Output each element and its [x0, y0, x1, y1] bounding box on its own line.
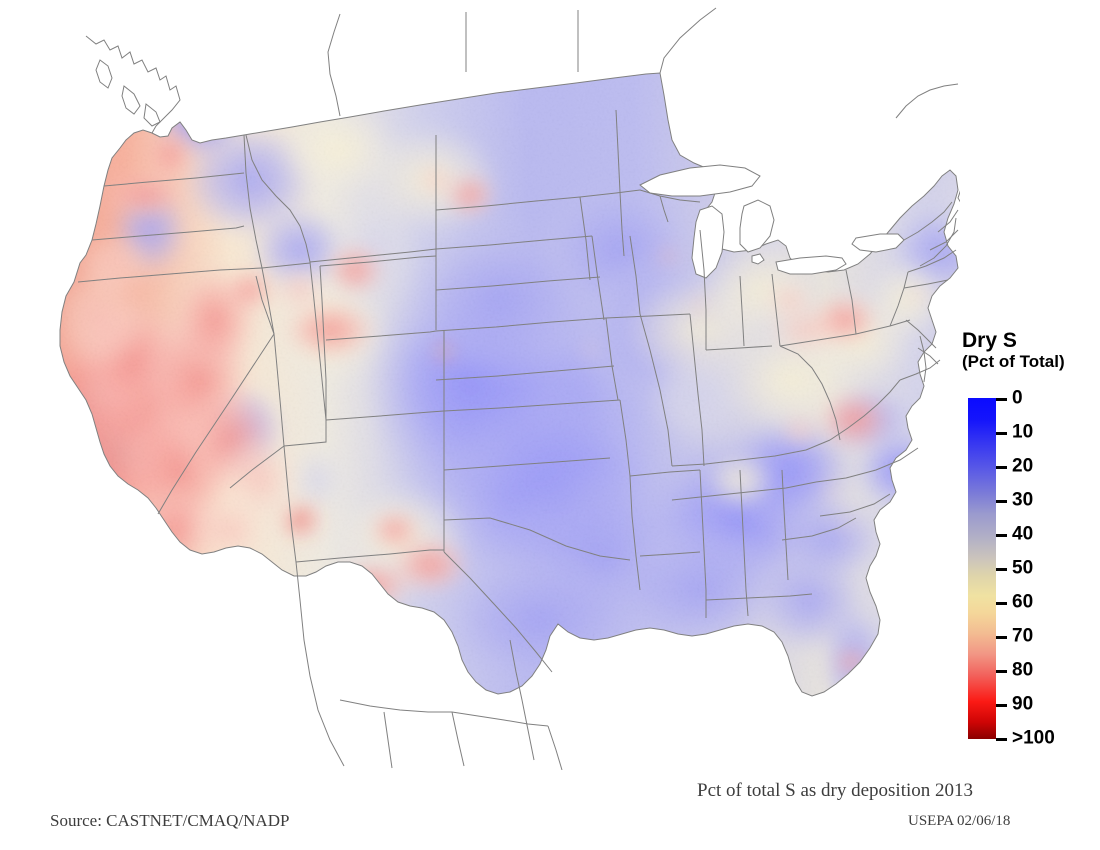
- colorbar-tick: [996, 500, 1007, 503]
- map-borders: [59, 7, 960, 697]
- colorbar-tick-label: 20: [1012, 455, 1034, 477]
- colorbar-tick: [996, 636, 1007, 639]
- colorbar[interactable]: 0 10 20 30 40 50 60 70 80 90 >100: [968, 389, 1100, 748]
- colorbar-tick-label: 40: [1012, 523, 1034, 545]
- mexico-outline: [295, 551, 563, 770]
- colorbar-tick: [996, 568, 1007, 571]
- colorbar-tick: [996, 432, 1007, 435]
- colorbar-tick-label: 60: [1012, 591, 1034, 613]
- colorbar-tick-label: 90: [1012, 693, 1034, 715]
- agency-datestamp: USEPA 02/06/18: [908, 813, 1011, 829]
- legend-title: Dry S: [962, 329, 1017, 352]
- colorbar-tick: [996, 534, 1007, 537]
- colorbar-tick-label: 30: [1012, 489, 1034, 511]
- colorbar-tick: [996, 398, 1007, 401]
- colorbar-gradient: [968, 398, 996, 739]
- colorbar-tick-label: 0: [1012, 387, 1023, 409]
- choropleth-map[interactable]: [0, 0, 960, 770]
- colorbar-tick-label: >100: [1012, 727, 1055, 749]
- legend-subtitle: (Pct of Total): [962, 352, 1065, 372]
- colorbar-tick-label: 70: [1012, 625, 1034, 647]
- colorbar-tick: [996, 602, 1007, 605]
- colorbar-tick-label: 50: [1012, 557, 1034, 579]
- colorbar-tick: [996, 738, 1007, 741]
- colorbar-tick: [996, 466, 1007, 469]
- legend: Dry S (Pct of Total) 0 10 20 30 40 50 60…: [962, 329, 1100, 750]
- map-canvas: [59, 7, 960, 770]
- colorbar-tick-label: 80: [1012, 659, 1034, 681]
- figure-caption: Pct of total S as dry deposition 2013: [697, 780, 974, 801]
- source-credit: Source: CASTNET/CMAQ/NADP: [50, 811, 290, 830]
- colorbar-tick: [996, 670, 1007, 673]
- colorbar-tick: [996, 704, 1007, 707]
- colorbar-tick-label: 10: [1012, 421, 1034, 443]
